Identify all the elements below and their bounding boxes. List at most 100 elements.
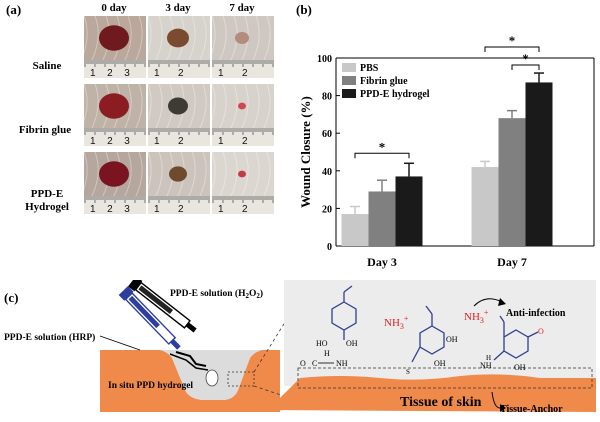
y-axis-title: Wound Closure (%) — [298, 96, 313, 208]
wound-area — [99, 161, 129, 187]
chem-oh-1: OH — [346, 339, 358, 348]
ruler-tick-label: 1 — [218, 136, 224, 146]
legend-swatch — [342, 63, 356, 72]
ruler-tick-label: 2 — [107, 204, 113, 214]
chem-h-3: H — [486, 354, 491, 362]
ruler-tick-label: 1 — [154, 204, 160, 214]
zoom-skin-layer — [268, 374, 596, 412]
ruler — [148, 128, 210, 146]
bar — [341, 214, 369, 246]
wound-area — [238, 102, 246, 110]
chem-nh-1: NH — [336, 359, 348, 368]
wound-area — [238, 170, 246, 178]
ruler-tick-label: 3 — [124, 204, 130, 214]
hydrogel-droplet — [205, 369, 219, 387]
legend-label: PBS — [360, 63, 379, 74]
legend-label: PPD-E hydrogel — [360, 89, 430, 100]
column-header-7-day: 7 day — [229, 2, 255, 14]
ruler-tick-label: 1 — [90, 204, 96, 214]
chem-oh-2: OH — [446, 335, 458, 344]
ruler-tick-label: 1 — [154, 68, 160, 78]
label-tissue-of-skin: Tissue of skin — [400, 395, 482, 410]
x-tick-label: Day 7 — [497, 255, 527, 269]
tissue-anchor-arrow — [491, 391, 501, 409]
ruler — [212, 196, 274, 214]
ruler-tick-label: 2 — [107, 136, 113, 146]
ruler-tick-label: 2 — [242, 204, 248, 214]
significance-bracket — [484, 46, 540, 53]
wound-area — [167, 28, 189, 48]
hydrogel-mechanism-diagram: (c) PPD-E solution (H2O2) PPD-E solution… — [4, 280, 596, 415]
ruler-tick-label: 2 — [242, 68, 248, 78]
catechol-structure-1 — [331, 285, 357, 340]
wound-closure-chart: (b) 0 20 40 60 80 100 Wound Closure (%) Day 3 Day… — [296, 2, 595, 269]
chem-oh-3: OH — [514, 363, 526, 372]
row-label-fibrin-glue: Fibrin glue — [18, 124, 72, 136]
zoom-region-box — [227, 371, 255, 387]
y-tick-label: 0 — [327, 242, 332, 253]
chem-o-1: O — [300, 359, 306, 368]
label-in-situ-hydrogel: In situ PPD hydrogel — [108, 381, 193, 391]
bar — [471, 167, 499, 246]
bar — [395, 176, 423, 246]
panel-a-label: (a) — [6, 2, 22, 17]
ruler — [84, 60, 146, 78]
tissue-anchor-arrowhead — [500, 404, 506, 412]
label-tissue-anchor: Tissue-Anchor — [500, 404, 563, 415]
quinone-structure-3 — [493, 315, 539, 361]
wound-photo: 1 2 3 — [84, 152, 146, 214]
row-label-ppd-e-hydrogel: PPD-E Hydrogel — [25, 188, 69, 213]
ruler-tick-label: 3 — [124, 68, 130, 78]
ruler-tick-label: 1 — [218, 68, 224, 78]
ruler — [84, 128, 146, 146]
label-ppd-e-hrp: PPD-E solution (HRP) — [4, 332, 95, 343]
ruler-tick-label: 2 — [107, 68, 113, 78]
chem-s-2: S — [406, 368, 410, 376]
zoom-interface-box — [297, 367, 593, 389]
chem-oh-2b: OH — [434, 359, 446, 368]
panel-c-label: (c) — [4, 290, 18, 305]
ruler-tick-label: 1 — [154, 136, 160, 146]
y-tick-label: 60 — [322, 129, 332, 140]
y-tick-label: 20 — [322, 204, 332, 215]
hrp-arrow — [99, 335, 141, 351]
wound-area — [99, 93, 129, 119]
ruler-tick-label: 1 — [90, 136, 96, 146]
anti-infection-arrowhead — [498, 298, 506, 306]
ruler-tick-label: 2 — [242, 136, 248, 146]
zoom-panel-bg — [284, 280, 596, 386]
ruler — [148, 60, 210, 78]
ruler-tick-label: 2 — [178, 136, 184, 146]
label-anti-infection: Anti-infection — [506, 308, 566, 319]
chem-c-1: C — [312, 359, 317, 368]
double-syringe — [118, 280, 209, 371]
bar — [368, 191, 396, 246]
wound-photo: 1 2 3 — [84, 84, 146, 146]
wound-area — [235, 32, 249, 44]
significance-mark: * — [522, 51, 529, 66]
chem-o-3: O — [538, 327, 544, 336]
chem-h-1: H — [324, 349, 330, 358]
label-ppd-e-h2o2: PPD-E solution (H2O2) — [170, 288, 263, 300]
wound-area — [99, 25, 129, 51]
ruler — [84, 196, 146, 214]
ruler — [212, 128, 274, 146]
column-header-0-day: 0 day — [101, 2, 127, 14]
legend-swatch — [342, 89, 356, 98]
legend-swatch — [342, 76, 356, 85]
ruler — [212, 60, 274, 78]
significance-mark: * — [379, 139, 386, 154]
y-tick-label: 80 — [322, 92, 332, 103]
legend-label: Fibrin glue — [360, 76, 408, 87]
ruler — [148, 196, 210, 214]
y-tick-label: 40 — [322, 167, 332, 178]
panel-b-label: (b) — [296, 2, 312, 17]
wound-area — [169, 166, 187, 182]
x-tick-label: Day 3 — [367, 255, 397, 269]
